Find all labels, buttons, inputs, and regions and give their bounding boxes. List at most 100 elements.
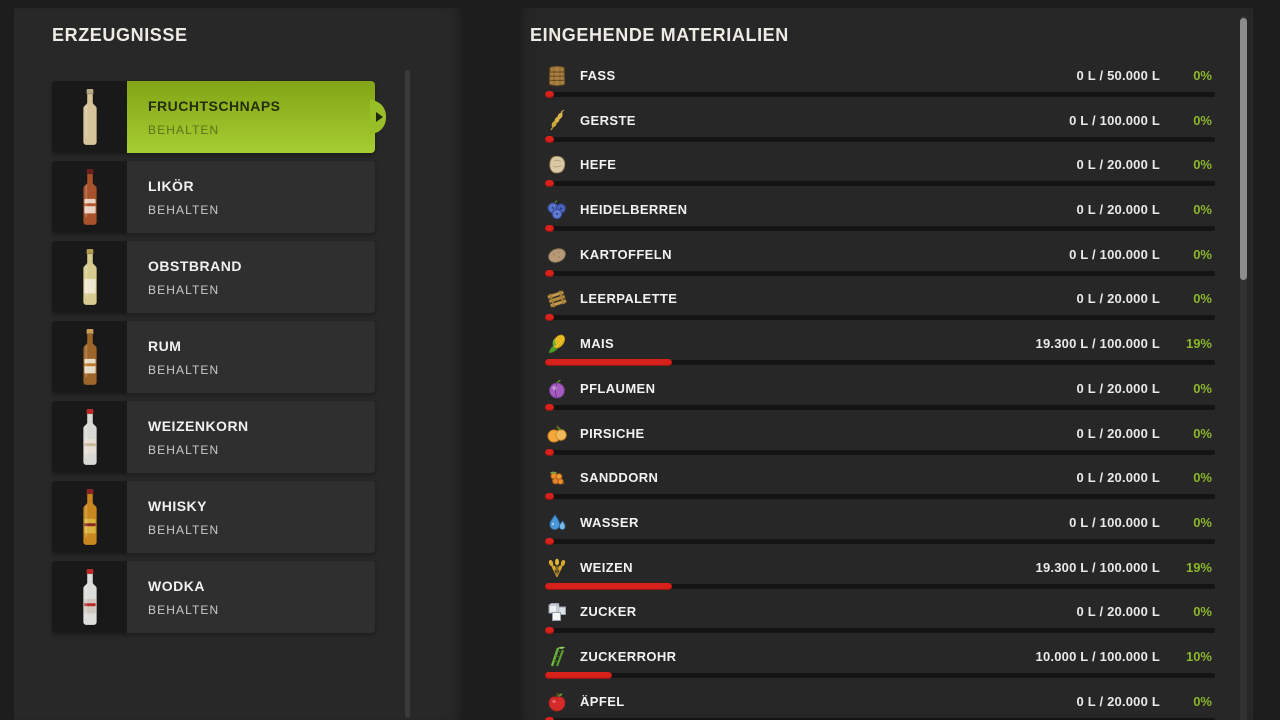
incoming-materials-panel: EINGEHENDE MATERIALIEN FASS 0 L / 50.000… [518,8,1253,720]
material-percent: 0% [1193,470,1212,486]
product-name: WHISKY [148,497,207,514]
bottle-obstbrand-icon [52,241,127,313]
product-mode-label: BEHALTEN [148,602,220,617]
material-percent: 0% [1193,157,1212,173]
material-amount: 0 L / 20.000 L [1076,157,1160,173]
material-row-pflaumen: PFLAUMEN 0 L / 20.000 L 0% [518,373,1253,418]
bottle-likoer-icon [52,161,127,233]
fill-level-bar [545,314,1215,322]
material-amount: 0 L / 20.000 L [1076,693,1160,709]
material-percent: 0% [1193,693,1212,709]
material-amount: 0 L / 100.000 L [1069,514,1160,530]
fill-level-bar [545,716,1215,720]
material-name: GERSTE [580,112,636,128]
fill-level-bar [545,91,1215,98]
material-row-gerste: GERSTE 0 L / 100.000 L 0% [518,105,1253,150]
material-row--pfel: ÄPFEL 0 L / 20.000 L 0% [518,686,1253,720]
fill-level-bar [545,493,1215,501]
fill-level-bar [545,537,1215,545]
material-amount: 19.300 L / 100.000 L [1035,336,1160,352]
products-panel: ERZEUGNISSE FRUCHTSCHNAPS BEHALTEN LIKÖR… [14,8,462,720]
fill-level-bar [545,627,1215,635]
material-percent: 0% [1193,425,1212,441]
materials-scrollbar-thumb[interactable] [1240,18,1247,280]
material-percent: 0% [1193,68,1212,83]
material-row-leerpalette: LEERPALETTE 0 L / 20.000 L 0% [518,283,1253,328]
peach-icon [545,422,569,446]
material-row-fass: FASS 0 L / 50.000 L 0% [518,60,1253,105]
material-amount: 19.300 L / 100.000 L [1035,559,1160,575]
materials-scrollbar[interactable] [1240,16,1247,720]
bottle-whisky-icon: M8 18 h8 [52,481,127,553]
material-row-heidelberren: HEIDELBERREN 0 L / 20.000 L 0% [518,194,1253,239]
barley-icon [545,109,569,133]
fill-level-bar [545,225,1215,233]
material-percent: 0% [1193,380,1212,396]
material-name: KARTOFFELN [580,246,672,262]
material-row-zucker: ZUCKER 0 L / 20.000 L 0% [518,596,1253,641]
material-percent: 0% [1193,202,1212,218]
product-mode-label: BEHALTEN [148,442,220,457]
material-percent: 0% [1193,514,1212,530]
material-amount: 0 L / 20.000 L [1076,425,1160,441]
material-name: WEIZEN [580,559,633,575]
material-amount: 0 L / 100.000 L [1069,112,1160,128]
material-name: ÄPFEL [580,693,625,709]
product-name: FRUCHTSCHNAPS [148,97,281,114]
product-name: RUM [148,337,182,354]
product-item-fruchtschnaps[interactable]: FRUCHTSCHNAPS BEHALTEN [52,81,386,153]
material-amount: 0 L / 20.000 L [1076,380,1160,396]
material-name: ZUCKERROHR [580,648,677,664]
material-amount: 0 L / 20.000 L [1076,291,1160,307]
products-panel-title: ERZEUGNISSE [52,25,188,45]
fill-level-bar [545,403,1215,411]
material-name: HEIDELBERREN [580,202,688,218]
material-row-mais: MAIS 19.300 L / 100.000 L 19% [518,328,1253,373]
material-percent: 0% [1193,112,1212,128]
yeast-icon [545,153,569,177]
fill-level-bar [545,180,1215,188]
product-mode-label: BEHALTEN [148,122,220,137]
water-icon [545,511,569,535]
fill-level-bar [545,135,1215,143]
wheat-icon [545,556,569,580]
material-percent: 19% [1185,336,1212,352]
bottle-fruchtschnaps-icon [52,81,127,153]
material-row-weizen: WEIZEN 19.300 L / 100.000 L 19% [518,552,1253,597]
material-row-wasser: WASSER 0 L / 100.000 L 0% [518,507,1253,552]
product-item-rum[interactable]: RUM BEHALTEN [52,321,375,393]
material-percent: 19% [1185,559,1212,575]
product-item-obstbrand[interactable]: OBSTBRAND BEHALTEN [52,241,375,313]
product-item-wodka[interactable]: WODKA BEHALTEN [52,561,375,633]
product-name: WODKA [148,577,205,594]
material-percent: 0% [1193,604,1212,620]
material-row-zuckerrohr: ZUCKERROHR 10.000 L / 100.000 L 10% [518,641,1253,686]
material-name: ZUCKER [580,604,637,620]
fill-level-bar [545,448,1215,456]
product-item-whisky[interactable]: M8 18 h8 WHISKY BEHALTEN [52,481,375,553]
products-scrollbar[interactable] [405,70,410,718]
bottle-rum-icon [52,321,127,393]
materials-panel-title: EINGEHENDE MATERIALIEN [530,25,789,45]
fill-level-bar [545,582,1215,590]
product-item-weizenkorn[interactable]: WEIZENKORN BEHALTEN [52,401,375,473]
material-amount: 10.000 L / 100.000 L [1035,648,1160,664]
material-percent: 0% [1193,246,1212,262]
plum-icon [545,377,569,401]
product-name: WEIZENKORN [148,417,249,434]
material-amount: 0 L / 20.000 L [1076,470,1160,486]
sugar-icon [545,600,569,624]
material-name: SANDDORN [580,470,659,486]
arrow-right-icon [375,112,383,122]
selected-marker [370,100,386,134]
product-item-lik-r[interactable]: LIKÖR BEHALTEN [52,161,375,233]
material-name: HEFE [580,157,617,173]
sugarcane-icon [545,645,569,669]
material-name: WASSER [580,514,639,530]
product-name: OBSTBRAND [148,257,242,274]
blueberries-icon [545,198,569,222]
material-amount: 0 L / 50.000 L [1076,68,1160,83]
material-row-kartoffeln: KARTOFFELN 0 L / 100.000 L 0% [518,239,1253,284]
corn-icon [545,332,569,356]
